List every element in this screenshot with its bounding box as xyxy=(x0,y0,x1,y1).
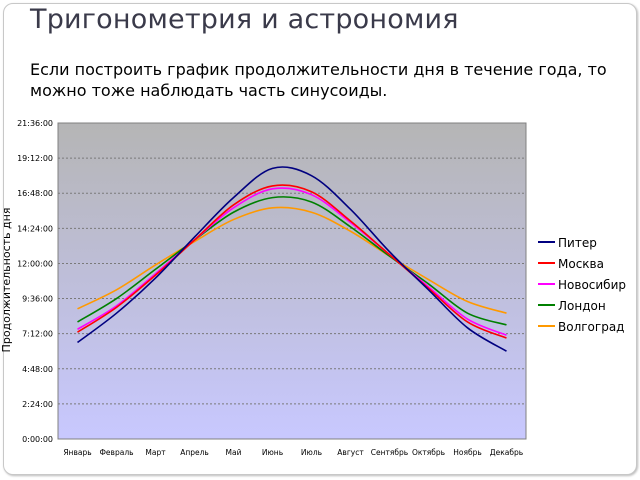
y-tick-label: 16:48:00 xyxy=(17,189,53,198)
x-tick-label: Январь xyxy=(63,448,91,457)
x-axis-ticks: Январь Февраль Март Апрель Май Июнь Июль Август… xyxy=(63,448,523,457)
legend-label: Питер xyxy=(558,236,597,250)
legend-label: Волгоград xyxy=(558,320,624,334)
y-tick-label: 21:36:00 xyxy=(17,119,53,128)
x-tick-label: Февраль xyxy=(99,448,133,457)
slide-body-text: Если построить график продолжительности … xyxy=(30,60,607,100)
x-tick-label: Август xyxy=(337,448,364,457)
x-tick-label: Июнь xyxy=(262,448,283,457)
x-tick-label: Май xyxy=(226,448,242,457)
y-tick-label: 0:00:00 xyxy=(22,435,53,444)
slide-title: Тригонометрия и астрономия xyxy=(30,4,459,35)
legend-label: Москва xyxy=(558,257,604,271)
y-tick-label: 4:48:00 xyxy=(22,365,53,374)
series-line xyxy=(77,166,507,352)
series-line xyxy=(77,206,507,314)
legend-label: Новосибир xyxy=(558,278,626,292)
x-tick-label: Декабрь xyxy=(490,448,523,457)
y-tick-label: 2:24:00 xyxy=(22,400,53,409)
x-tick-label: Июль xyxy=(301,448,322,457)
y-tick-label: 9:36:00 xyxy=(22,295,53,304)
legend: Питер Москва Новосибир Лондон Волгоград xyxy=(531,232,631,336)
series-lines xyxy=(77,166,507,352)
y-axis-label: Продолжительность дня xyxy=(0,208,13,353)
series-line xyxy=(77,184,507,339)
grid-lines xyxy=(58,157,526,405)
x-tick-label: Сентябрь xyxy=(371,448,408,457)
x-tick-label: Октябрь xyxy=(412,448,445,457)
series-line xyxy=(77,196,507,326)
y-tick-label: 19:12:00 xyxy=(17,154,53,163)
legend-label: Лондон xyxy=(558,299,606,313)
x-tick-label: Апрель xyxy=(180,448,209,457)
series-line xyxy=(77,187,507,336)
y-tick-label: 14:24:00 xyxy=(17,224,53,233)
y-axis-ticks: 0:00:00 2:24:00 4:48:00 7:12:00 9:36:00 12:00… xyxy=(17,119,53,444)
plot-area xyxy=(57,122,527,440)
y-tick-label: 12:00:00 xyxy=(17,259,53,268)
x-tick-label: Ноябрь xyxy=(453,448,482,457)
x-tick-label: Март xyxy=(145,448,166,457)
y-tick-label: 7:12:00 xyxy=(22,330,53,339)
